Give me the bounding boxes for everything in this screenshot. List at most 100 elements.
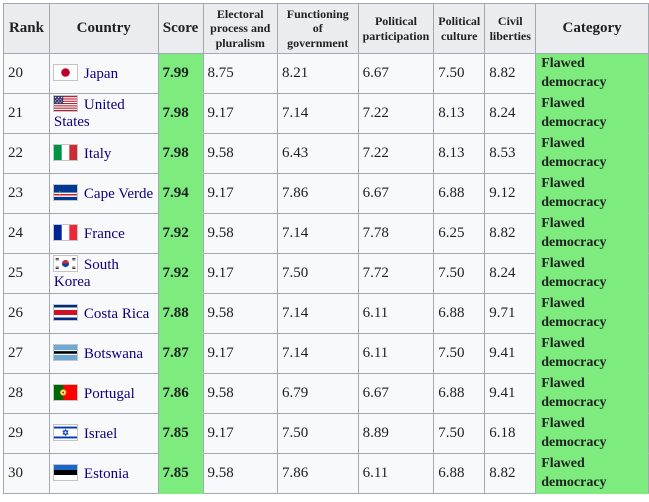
flag-icon-portugal: [53, 384, 77, 400]
flag-icon-israel: [53, 424, 77, 440]
participation-cell: 7.22: [357, 93, 435, 134]
category-cell: Flawed democracy: [535, 53, 649, 94]
country-cell: Italy: [48, 133, 159, 174]
category-cell: Flawed democracy: [535, 373, 649, 414]
table-row: 30 Estonia 7.85 9.58 7.86 6.11 6.88 8.82 Flawed …: [3, 453, 649, 494]
functioning-cell: 7.50: [276, 413, 359, 454]
flag-icon-estonia: [53, 464, 77, 480]
score-cell: 7.92: [157, 253, 204, 294]
culture-cell: 7.50: [433, 253, 486, 294]
participation-cell: 7.72: [357, 253, 435, 294]
functioning-cell: 7.50: [276, 253, 359, 294]
table-row: 27 Botswana 7.87 9.17 7.14 6.11 7.50 9.41 Flawed…: [3, 333, 649, 374]
category-cell: Flawed democracy: [535, 133, 649, 174]
category-cell: Flawed democracy: [535, 333, 649, 374]
country-cell: Botswana: [48, 333, 159, 374]
culture-cell: 7.50: [433, 53, 486, 94]
country-link[interactable]: Italy: [83, 145, 112, 162]
flag-icon-france: [53, 224, 77, 240]
functioning-cell: 7.14: [276, 333, 359, 374]
functioning-cell: 6.79: [276, 373, 359, 414]
culture-cell: 6.88: [433, 453, 486, 494]
table-row: 22 Italy 7.98 9.58 6.43 7.22 8.13 8.53 Flawed de…: [3, 133, 649, 174]
country-link[interactable]: Israel: [83, 425, 118, 442]
culture-cell: 7.50: [433, 333, 486, 374]
column-header-participation: Political participation: [357, 3, 435, 54]
column-header-electoral: Electoral process and pluralism: [202, 3, 278, 54]
culture-cell: 6.25: [433, 213, 486, 254]
electoral-cell: 9.17: [202, 413, 278, 454]
country-link[interactable]: France: [83, 225, 125, 242]
rank-cell: 25: [3, 253, 50, 294]
functioning-cell: 6.43: [276, 133, 359, 174]
country-link[interactable]: Estonia: [83, 465, 129, 482]
country-cell: Cape Verde: [48, 173, 159, 214]
liberties-cell: 9.12: [484, 173, 537, 214]
liberties-cell: 8.82: [484, 213, 537, 254]
table-row: 20 Japan 7.99 8.75 8.21 6.67 7.50 8.82 Flawed de…: [3, 53, 649, 94]
country-cell: Costa Rica: [48, 293, 159, 334]
country-cell: United States: [48, 93, 159, 134]
liberties-cell: 9.41: [484, 373, 537, 414]
rank-cell: 27: [3, 333, 50, 374]
category-cell: Flawed democracy: [535, 453, 649, 494]
country-cell: Estonia: [48, 453, 159, 494]
column-header-category: Category: [535, 3, 649, 54]
participation-cell: 7.78: [357, 213, 435, 254]
score-cell: 7.98: [157, 93, 204, 134]
liberties-cell: 9.71: [484, 293, 537, 334]
rank-cell: 24: [3, 213, 50, 254]
liberties-cell: 6.18: [484, 413, 537, 454]
country-link[interactable]: Portugal: [83, 385, 135, 402]
table-row: 23 Cape Verde 7.94 9.17 7.86 6.67 6.88 9.12 Flaw…: [3, 173, 649, 214]
country-cell: Portugal: [48, 373, 159, 414]
column-header-rank: Rank: [3, 3, 50, 54]
participation-cell: 7.22: [357, 133, 435, 174]
participation-cell: 6.11: [357, 453, 435, 494]
column-header-functioning: Functioning of government: [276, 3, 359, 54]
score-cell: 7.85: [157, 453, 204, 494]
culture-cell: 6.88: [433, 293, 486, 334]
country-link[interactable]: United States: [53, 97, 125, 130]
flag-icon-italy: [53, 144, 77, 160]
participation-cell: 6.67: [357, 373, 435, 414]
country-link[interactable]: Cape Verde: [83, 185, 154, 202]
country-link[interactable]: Japan: [83, 65, 119, 82]
culture-cell: 7.50: [433, 413, 486, 454]
country-link[interactable]: Botswana: [83, 345, 144, 362]
category-cell: Flawed democracy: [535, 213, 649, 254]
functioning-cell: 7.86: [276, 453, 359, 494]
country-link[interactable]: Costa Rica: [83, 305, 150, 322]
flag-icon-costa-rica: [53, 304, 77, 320]
score-cell: 7.87: [157, 333, 204, 374]
electoral-cell: 8.75: [202, 53, 278, 94]
participation-cell: 6.11: [357, 293, 435, 334]
score-cell: 7.99: [157, 53, 204, 94]
country-cell: South Korea: [48, 253, 159, 294]
functioning-cell: 8.21: [276, 53, 359, 94]
table-row: 24 France 7.92 9.58 7.14 7.78 6.25 8.82 Flawed d…: [3, 213, 649, 254]
functioning-cell: 7.86: [276, 173, 359, 214]
column-header-score: Score: [157, 3, 204, 54]
liberties-cell: 8.53: [484, 133, 537, 174]
liberties-cell: 9.41: [484, 333, 537, 374]
flag-icon-botswana: [53, 344, 77, 360]
category-cell: Flawed democracy: [535, 253, 649, 294]
culture-cell: 8.13: [433, 93, 486, 134]
score-cell: 7.88: [157, 293, 204, 334]
rank-cell: 21: [3, 93, 50, 134]
category-cell: Flawed democracy: [535, 93, 649, 134]
participation-cell: 8.89: [357, 413, 435, 454]
rank-cell: 29: [3, 413, 50, 454]
flag-icon-japan: [53, 64, 77, 80]
column-header-country: Country: [48, 3, 159, 54]
culture-cell: 8.13: [433, 133, 486, 174]
electoral-cell: 9.58: [202, 213, 278, 254]
category-cell: Flawed democracy: [535, 173, 649, 214]
country-link[interactable]: South Korea: [53, 257, 119, 290]
functioning-cell: 7.14: [276, 93, 359, 134]
culture-cell: 6.88: [433, 373, 486, 414]
rank-cell: 22: [3, 133, 50, 174]
functioning-cell: 7.14: [276, 213, 359, 254]
rank-cell: 26: [3, 293, 50, 334]
